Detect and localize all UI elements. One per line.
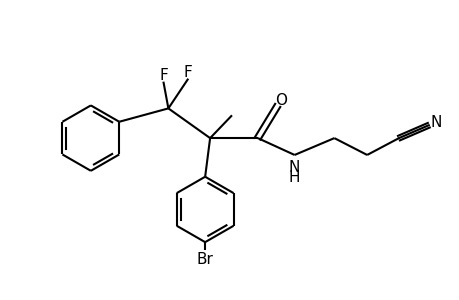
Text: F: F [159, 68, 168, 83]
Text: Br: Br [196, 253, 213, 268]
Text: H: H [288, 170, 300, 185]
Text: F: F [184, 65, 192, 80]
Text: N: N [429, 115, 441, 130]
Text: N: N [288, 160, 300, 175]
Text: O: O [274, 93, 286, 108]
